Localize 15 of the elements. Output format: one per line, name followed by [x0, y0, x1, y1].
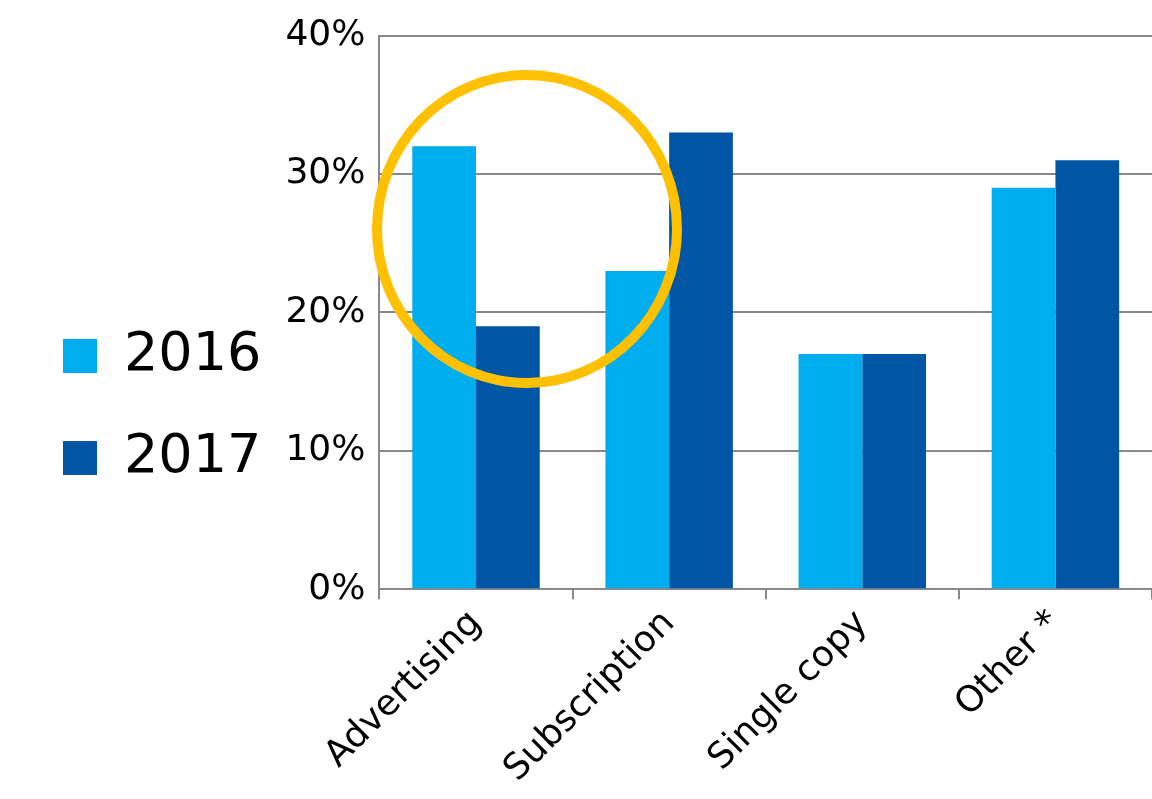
y-tick-label: 20%: [285, 288, 366, 330]
bar: [1055, 160, 1120, 589]
y-tick-label: 30%: [285, 150, 366, 192]
y-tick-label: 0%: [308, 565, 366, 607]
bar: [605, 270, 670, 589]
legend-label: 2016: [124, 320, 262, 384]
bar: [412, 146, 477, 589]
bar: [669, 132, 733, 589]
bar: [862, 353, 927, 589]
bar: [798, 353, 863, 589]
bar: [476, 326, 540, 589]
bar: [991, 187, 1056, 589]
y-tick-label: 40%: [285, 11, 366, 53]
y-tick-label: 10%: [285, 427, 366, 469]
legend-label: 2017: [124, 422, 262, 486]
